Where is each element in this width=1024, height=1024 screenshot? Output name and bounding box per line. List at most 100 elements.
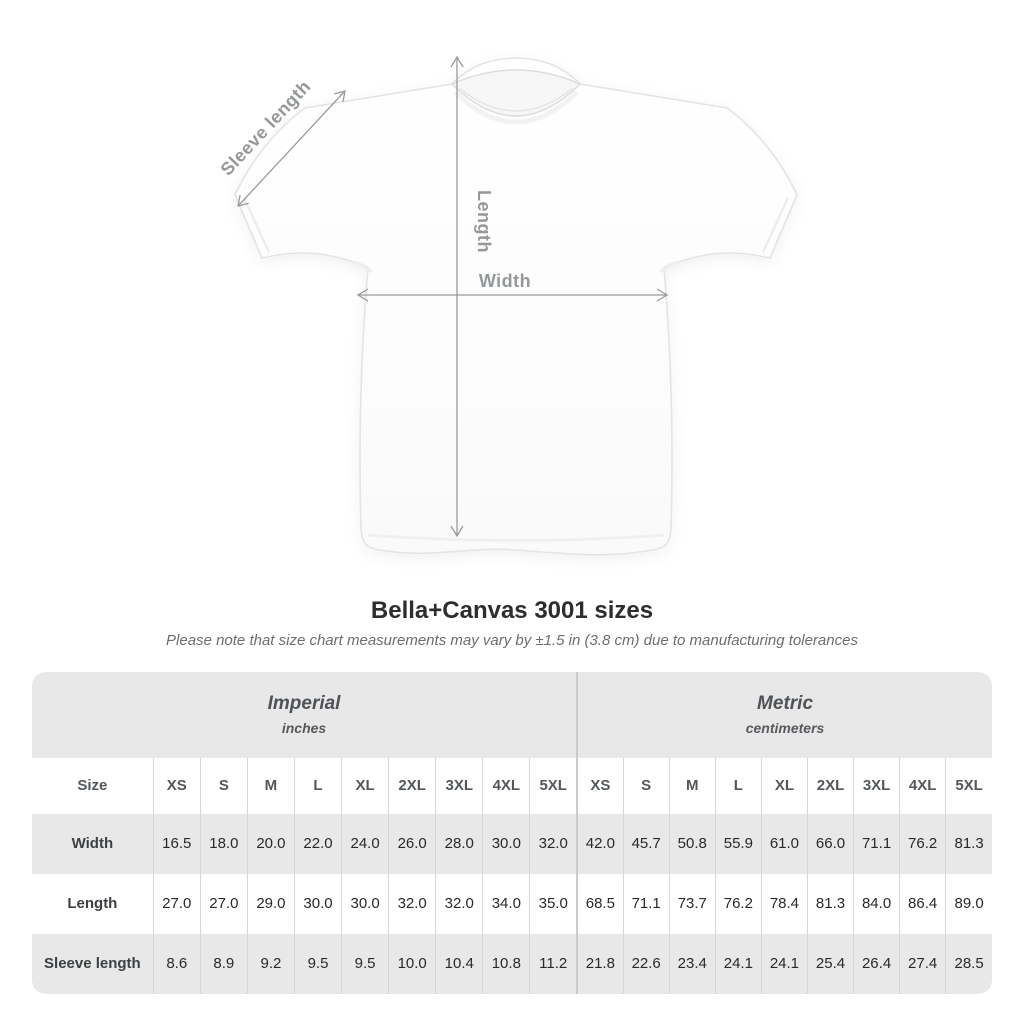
value-cell: 35.0 xyxy=(529,873,578,934)
size-header-metric-M: M xyxy=(668,757,716,814)
value-cell: 30.0 xyxy=(293,873,342,934)
metric-unit: centimeters xyxy=(745,720,825,736)
row-label: Sleeve length xyxy=(32,933,154,994)
metric-label: Metric xyxy=(757,693,814,714)
imperial-label: Imperial xyxy=(267,693,341,714)
value-cell: 26.4 xyxy=(853,933,900,994)
page-title: Bella+Canvas 3001 sizes xyxy=(370,597,654,624)
value-cell: 28.5 xyxy=(945,933,992,994)
width-label: Width xyxy=(479,271,531,291)
size-table-container: Imperial inches Metric centimeters Size … xyxy=(32,671,992,994)
value-cell: 23.4 xyxy=(668,933,716,994)
value-cell: 32.0 xyxy=(529,813,578,874)
size-header-metric-5XL: 5XL xyxy=(945,757,992,814)
table-row: Sleeve length 8.6 8.9 9.2 9.5 9.5 10.0 10.4 10.8… xyxy=(32,933,992,994)
value-cell: 20.0 xyxy=(246,813,295,874)
value-cell: 71.1 xyxy=(853,813,900,874)
length-arrow xyxy=(450,55,464,538)
value-cell: 25.4 xyxy=(806,933,854,994)
value-cell: 21.8 xyxy=(576,933,624,994)
size-header-imperial-3XL: 3XL xyxy=(435,757,483,814)
value-cell: 9.5 xyxy=(293,933,342,994)
value-cell: 11.2 xyxy=(529,933,578,994)
value-cell: 61.0 xyxy=(760,813,808,874)
size-header-imperial-5XL: 5XL xyxy=(529,757,578,814)
value-cell: 68.5 xyxy=(576,873,624,934)
size-header-imperial-L: L xyxy=(293,757,342,814)
value-cell: 24.1 xyxy=(714,933,762,994)
value-cell: 24.0 xyxy=(341,813,389,874)
value-cell: 18.0 xyxy=(199,813,248,874)
value-cell: 71.1 xyxy=(622,873,670,934)
size-header-imperial-4XL: 4XL xyxy=(482,757,530,814)
value-cell: 10.4 xyxy=(435,933,483,994)
size-header-imperial-XL: XL xyxy=(341,757,389,814)
value-cell: 27.0 xyxy=(152,873,201,934)
value-cell: 76.2 xyxy=(899,813,946,874)
value-cell: 28.0 xyxy=(435,813,483,874)
table-row: Width 16.5 18.0 20.0 22.0 24.0 26.0 28.0 30.0 32.… xyxy=(32,813,992,874)
value-cell: 9.5 xyxy=(341,933,389,994)
size-header-imperial-M: M xyxy=(246,757,295,814)
value-cell: 66.0 xyxy=(806,813,854,874)
value-cell: 16.5 xyxy=(152,813,201,874)
value-cell: 86.4 xyxy=(899,873,946,934)
imperial-group-header: Imperial inches xyxy=(32,671,578,758)
row-label: Length xyxy=(32,873,154,934)
dimension-arrows xyxy=(237,55,669,538)
value-cell: 34.0 xyxy=(482,873,530,934)
value-cell: 9.2 xyxy=(246,933,295,994)
value-cell: 22.6 xyxy=(622,933,670,994)
value-cell: 26.0 xyxy=(388,813,436,874)
size-header-metric-S: S xyxy=(622,757,670,814)
size-header-metric-3XL: 3XL xyxy=(853,757,900,814)
value-cell: 55.9 xyxy=(714,813,762,874)
value-cell: 30.0 xyxy=(482,813,530,874)
value-cell: 27.4 xyxy=(899,933,946,994)
size-header-imperial-2XL: 2XL xyxy=(388,757,436,814)
size-header-row: Size XS S M L XL 2XL 3XL 4XL 5XL XS S M L XL 2XL 3XL 4XL… xyxy=(32,757,992,814)
size-header-imperial-XS: XS xyxy=(152,757,201,814)
value-cell: 32.0 xyxy=(435,873,483,934)
width-arrow xyxy=(356,288,669,302)
imperial-unit: inches xyxy=(281,720,327,736)
size-header-metric-4XL: 4XL xyxy=(899,757,946,814)
length-label: Length xyxy=(474,190,494,253)
value-cell: 8.6 xyxy=(152,933,201,994)
size-header-metric-L: L xyxy=(714,757,762,814)
value-cell: 50.8 xyxy=(668,813,716,874)
value-cell: 81.3 xyxy=(945,813,992,874)
value-cell: 84.0 xyxy=(853,873,900,934)
value-cell: 32.0 xyxy=(388,873,436,934)
tshirt-graphic xyxy=(234,57,798,556)
value-cell: 89.0 xyxy=(945,873,992,934)
tshirt-diagram: Sleeve length Length Width xyxy=(217,55,798,556)
size-table: Imperial inches Metric centimeters Size … xyxy=(32,671,992,994)
value-cell: 24.1 xyxy=(760,933,808,994)
page-subtitle: Please note that size chart measurements… xyxy=(166,632,858,649)
value-cell: 76.2 xyxy=(714,873,762,934)
value-cell: 81.3 xyxy=(806,873,854,934)
unit-group-row: Imperial inches Metric centimeters xyxy=(32,671,992,758)
value-cell: 73.7 xyxy=(668,873,716,934)
value-cell: 22.0 xyxy=(293,813,342,874)
value-cell: 30.0 xyxy=(341,873,389,934)
size-header-metric-2XL: 2XL xyxy=(806,757,854,814)
value-cell: 10.0 xyxy=(388,933,436,994)
value-cell: 8.9 xyxy=(199,933,248,994)
table-row: Length 27.0 27.0 29.0 30.0 30.0 32.0 32.0 34.0 35… xyxy=(32,873,992,934)
row-label: Width xyxy=(32,813,154,874)
value-cell: 45.7 xyxy=(622,813,670,874)
size-column-header: Size xyxy=(32,757,154,814)
value-cell: 29.0 xyxy=(246,873,295,934)
size-header-imperial-S: S xyxy=(199,757,248,814)
size-header-metric-XL: XL xyxy=(760,757,808,814)
value-cell: 78.4 xyxy=(760,873,808,934)
size-header-metric-XS: XS xyxy=(576,757,624,814)
sleeve-length-arrow xyxy=(237,90,346,207)
metric-group-header: Metric centimeters xyxy=(576,671,992,758)
value-cell: 42.0 xyxy=(576,813,624,874)
value-cell: 27.0 xyxy=(199,873,248,934)
value-cell: 10.8 xyxy=(482,933,530,994)
